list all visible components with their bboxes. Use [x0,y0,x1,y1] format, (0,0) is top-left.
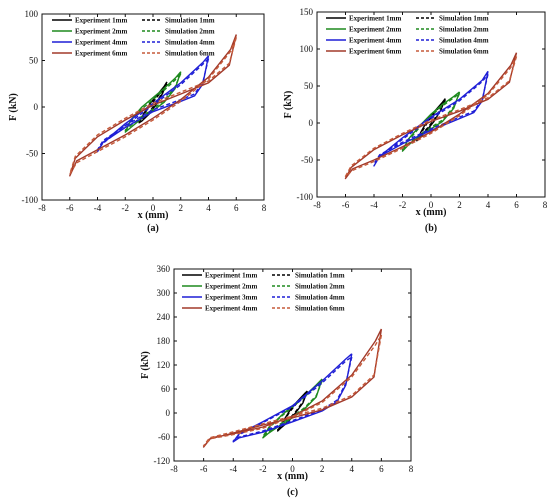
series-line [344,52,518,180]
x-tick-label: 0 [290,464,295,474]
x-tick-label: 4 [206,203,211,213]
x-tick-label: -6 [66,203,74,213]
x-axis-label: x (mm) [277,471,308,482]
y-tick-label: 100 [300,44,314,54]
x-tick-label: -2 [259,464,267,474]
x-axis-label: x (mm) [138,210,169,221]
x-tick-label: -2 [399,200,407,210]
legend-label: Simulation 4mm [439,37,489,45]
x-tick-label: -8 [38,203,46,213]
y-tick-label: -60 [158,432,170,442]
legend-label: Experiment 3mm [205,294,257,302]
series-line [124,71,182,133]
legend-label: Simulation 1mm [295,272,345,280]
chart-panel: -8 -6 -4 -2 0 2 4 6 8 -120 -60 0 60 120 180 240 300 360 x … [140,264,414,498]
legend-label: Simulation 1mm [439,15,489,23]
chart-panel: -8 -6 -4 -2 0 2 4 6 8 -100 -50 0 50 100 x (mm) F (kN) (a… [8,9,267,234]
y-tick-label: 50 [29,56,39,66]
series-line [96,58,210,151]
x-tick-label: -4 [230,464,238,474]
series-line [124,73,182,132]
legend-label: Experiment 4mm [349,37,401,45]
y-tick-label: 50 [304,81,314,91]
y-tick-label: -50 [26,149,38,159]
x-tick-label: -6 [200,464,208,474]
y-tick-label: 60 [161,384,171,394]
y-tick-label: 180 [157,336,171,346]
series-line [401,91,461,152]
y-axis-label: F (kN) [283,91,294,119]
y-tick-label: -50 [301,155,313,165]
x-tick-label: 6 [379,464,384,474]
x-tick-label: 4 [350,464,355,474]
y-tick-label: -100 [297,192,314,202]
legend-label: Experiment 1mm [349,15,401,23]
legend-label: Experiment 4mm [205,305,257,313]
x-tick-label: 8 [262,203,267,213]
x-tick-label: 2 [179,203,184,213]
series-line [69,37,237,175]
y-tick-label: -100 [22,195,39,205]
series-line [138,83,168,123]
legend-label: Experiment 6mm [349,48,401,56]
y-tick-label: 0 [309,118,314,128]
x-tick-label: -4 [370,200,378,210]
y-tick-label: 360 [157,264,171,274]
y-axis-label: F (kN) [140,351,151,379]
series-line [344,56,518,178]
series-line [373,73,489,165]
legend-label: Simulation 1mm [165,17,215,25]
series-line [232,356,353,442]
series-line [202,334,383,447]
x-tick-label: -4 [94,203,102,213]
legend-label: Simulation 2mm [295,283,345,291]
y-tick-label: 0 [166,408,171,418]
x-tick-label: 0 [151,203,156,213]
y-axis-label: F (kN) [8,93,19,121]
series-line [69,34,237,177]
x-tick-label: 8 [409,464,414,474]
legend-label: Simulation 6mm [439,48,489,56]
panel-caption: (b) [425,223,437,234]
y-tick-label: 100 [25,9,39,19]
legend-label: Simulation 6mm [295,305,345,313]
series-line [401,92,461,151]
y-tick-label: 240 [157,312,171,322]
legend-label: Experiment 2mm [205,283,257,291]
x-tick-label: -6 [342,200,350,210]
x-tick-label: -8 [170,464,178,474]
x-tick-label: 8 [543,200,548,210]
legend-label: Simulation 2mm [439,26,489,34]
chart-panel: -8 -6 -4 -2 0 2 4 6 8 -100 -50 0 50 100 150 x (mm) F (kN… [283,7,548,234]
y-tick-label: 0 [34,102,39,112]
y-tick-label: 300 [157,288,171,298]
x-tick-label: 6 [514,200,519,210]
legend-label: Experiment 2mm [75,28,127,36]
legend-label: Experiment 4mm [75,39,127,47]
legend-label: Simulation 6mm [165,50,215,58]
x-tick-label: 6 [234,203,239,213]
x-tick-label: 4 [486,200,491,210]
x-tick-label: 2 [457,200,462,210]
x-tick-label: -8 [313,200,321,210]
legend-label: Simulation 4mm [165,39,215,47]
y-tick-label: -120 [154,456,171,466]
legend-label: Simulation 4mm [295,294,345,302]
legend-label: Simulation 2mm [165,28,215,36]
y-tick-label: 120 [157,360,171,370]
x-tick-label: 0 [429,200,434,210]
x-tick-label: -2 [122,203,130,213]
x-axis-label: x (mm) [416,207,447,218]
legend-label: Experiment 2mm [349,26,401,34]
y-tick-label: 150 [300,7,314,17]
panel-caption: (a) [147,223,159,234]
series-line [202,328,383,448]
x-tick-label: 2 [320,464,325,474]
legend-label: Experiment 6mm [75,50,127,58]
legend-label: Experiment 1mm [75,17,127,25]
panel-caption: (c) [287,487,298,498]
legend-label: Experiment 1mm [205,272,257,280]
series-line [232,353,353,443]
